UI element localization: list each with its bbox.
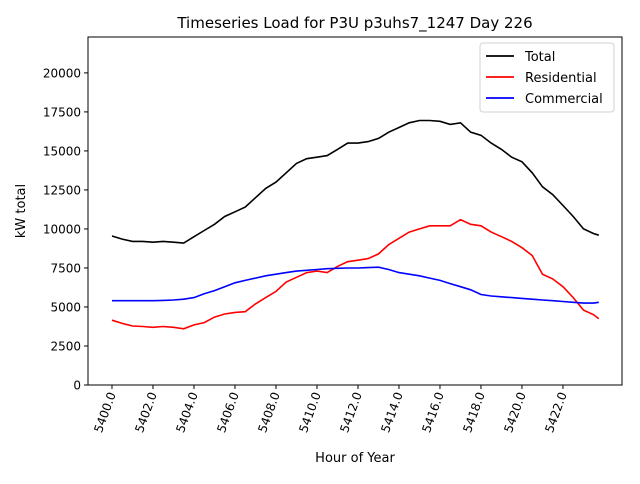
y-tick-label: 7500	[50, 261, 81, 275]
plot-frame	[87, 36, 623, 386]
y-tick-label: 12500	[43, 183, 81, 197]
legend-label-residential: Residential	[525, 71, 597, 86]
x-tick-label: 5414.0	[378, 390, 406, 434]
x-tick-label: 5410.0	[296, 390, 324, 434]
y-tick-label: 5000	[50, 300, 81, 314]
y-tick-label: 15000	[43, 144, 81, 158]
x-tick-label: 5416.0	[419, 390, 447, 434]
x-axis-label: Hour of Year	[315, 451, 395, 466]
legend: Total Residential Commercial	[479, 42, 615, 113]
series-line-commercial	[112, 266, 599, 304]
y-axis-label: kW total	[14, 184, 29, 238]
legend-label-commercial: Commercial	[525, 92, 603, 107]
x-tick-label: 5420.0	[501, 390, 529, 434]
y-tick-label: 10000	[43, 222, 81, 236]
x-tick-label: 5412.0	[337, 390, 365, 434]
legend-label-total: Total	[524, 50, 555, 65]
y-tick-label: 0	[73, 379, 81, 393]
y-tick-label: 2500	[50, 339, 81, 353]
x-tick-label: 5418.0	[460, 390, 488, 434]
x-tick-label: 5404.0	[173, 390, 201, 434]
x-tick-label: 5422.0	[542, 390, 570, 434]
x-tick-label: 5408.0	[255, 390, 283, 434]
chart-title: Timeseries Load for P3U p3uhs7_1247 Day …	[176, 14, 532, 33]
y-tick-label: 20000	[43, 66, 81, 80]
x-tick-label: 5406.0	[214, 390, 242, 434]
x-tick-label: 5402.0	[132, 390, 160, 434]
y-tick-label: 17500	[43, 105, 81, 119]
series-line-residential	[111, 218, 600, 330]
series-line-total	[111, 119, 600, 244]
x-tick-label: 5400.0	[91, 390, 119, 434]
